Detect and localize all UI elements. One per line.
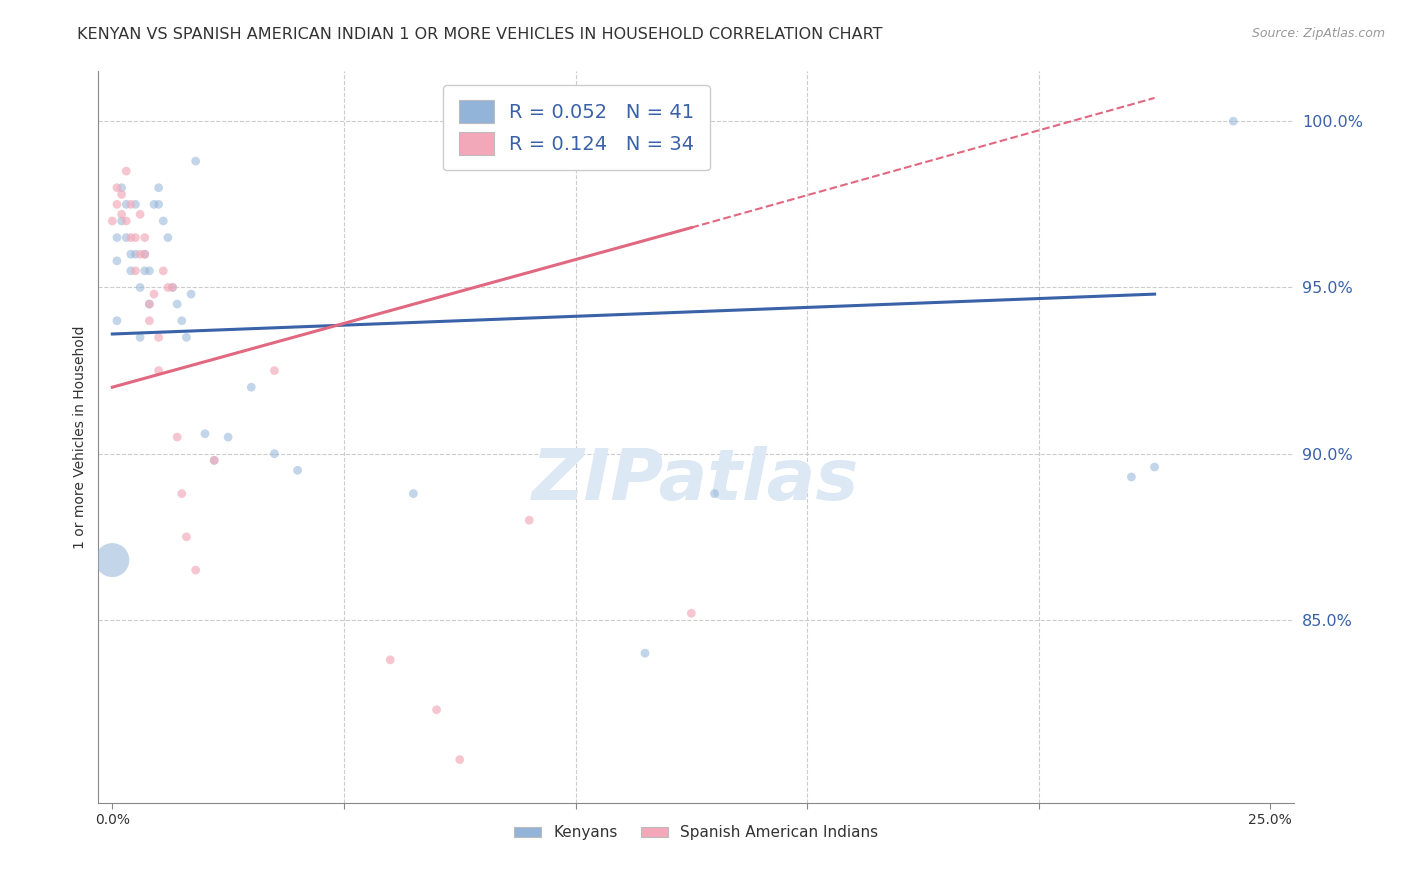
Point (152, 214, 174, 228)
Point (129, 207, 152, 221)
Point (110, 207, 132, 221)
Point (124, 264, 146, 278)
Point (101, 214, 124, 228)
Point (184, 154, 207, 169)
Point (138, 297, 160, 311)
Point (138, 314, 160, 328)
Point (105, 230, 128, 244)
Point (134, 247, 156, 261)
Point (143, 197, 166, 211)
Point (138, 297, 160, 311)
Point (634, 646, 657, 660)
Point (170, 314, 193, 328)
Point (148, 363, 170, 377)
Text: KENYAN VS SPANISH AMERICAN INDIAN 1 OR MORE VEHICLES IN HOUSEHOLD CORRELATION CH: KENYAN VS SPANISH AMERICAN INDIAN 1 OR M… (77, 27, 883, 42)
Point (120, 230, 142, 244)
Point (115, 197, 138, 211)
Point (110, 180, 132, 194)
Text: Source: ZipAtlas.com: Source: ZipAtlas.com (1251, 27, 1385, 40)
Point (129, 330, 152, 344)
Point (134, 247, 156, 261)
Point (148, 330, 170, 344)
Point (517, 513, 540, 527)
Point (402, 486, 425, 500)
Point (129, 247, 152, 261)
Point (138, 264, 160, 278)
Point (105, 314, 128, 328)
Point (162, 280, 184, 294)
Point (287, 463, 309, 477)
Point (110, 187, 132, 202)
Point (120, 264, 142, 278)
Point (148, 197, 170, 211)
Point (124, 197, 146, 211)
Point (1121, 470, 1143, 484)
Point (166, 297, 188, 311)
Point (143, 287, 166, 301)
Point (120, 247, 142, 261)
Point (105, 180, 128, 194)
Point (105, 197, 128, 211)
Point (156, 230, 179, 244)
Point (240, 380, 263, 394)
Point (124, 230, 146, 244)
Point (170, 486, 193, 500)
Point (176, 330, 198, 344)
Point (162, 280, 184, 294)
Point (134, 230, 156, 244)
Point (110, 214, 132, 228)
Point (202, 453, 225, 467)
Point (124, 247, 146, 261)
Point (115, 164, 138, 178)
Point (681, 607, 703, 621)
Point (380, 653, 402, 667)
Point (129, 280, 152, 294)
Point (176, 530, 198, 544)
Point (115, 214, 138, 228)
Point (180, 287, 202, 301)
Point (166, 430, 188, 444)
Point (120, 197, 142, 211)
Point (184, 563, 207, 577)
Legend: Kenyans, Spanish American Indians: Kenyans, Spanish American Indians (508, 819, 884, 847)
Point (134, 264, 156, 278)
Point (217, 430, 239, 444)
Point (148, 180, 170, 194)
Y-axis label: 1 or more Vehicles in Household: 1 or more Vehicles in Household (73, 326, 87, 549)
Point (1222, 114, 1244, 128)
Point (101, 553, 124, 567)
Point (202, 453, 225, 467)
Point (152, 264, 174, 278)
Point (703, 486, 725, 500)
Point (105, 253, 128, 268)
Text: ZIPatlas: ZIPatlas (533, 447, 859, 516)
Point (1143, 460, 1166, 475)
Point (449, 753, 471, 767)
Point (115, 230, 138, 244)
Point (426, 703, 449, 717)
Point (156, 280, 179, 294)
Point (263, 363, 285, 377)
Point (194, 426, 217, 441)
Point (263, 447, 285, 461)
